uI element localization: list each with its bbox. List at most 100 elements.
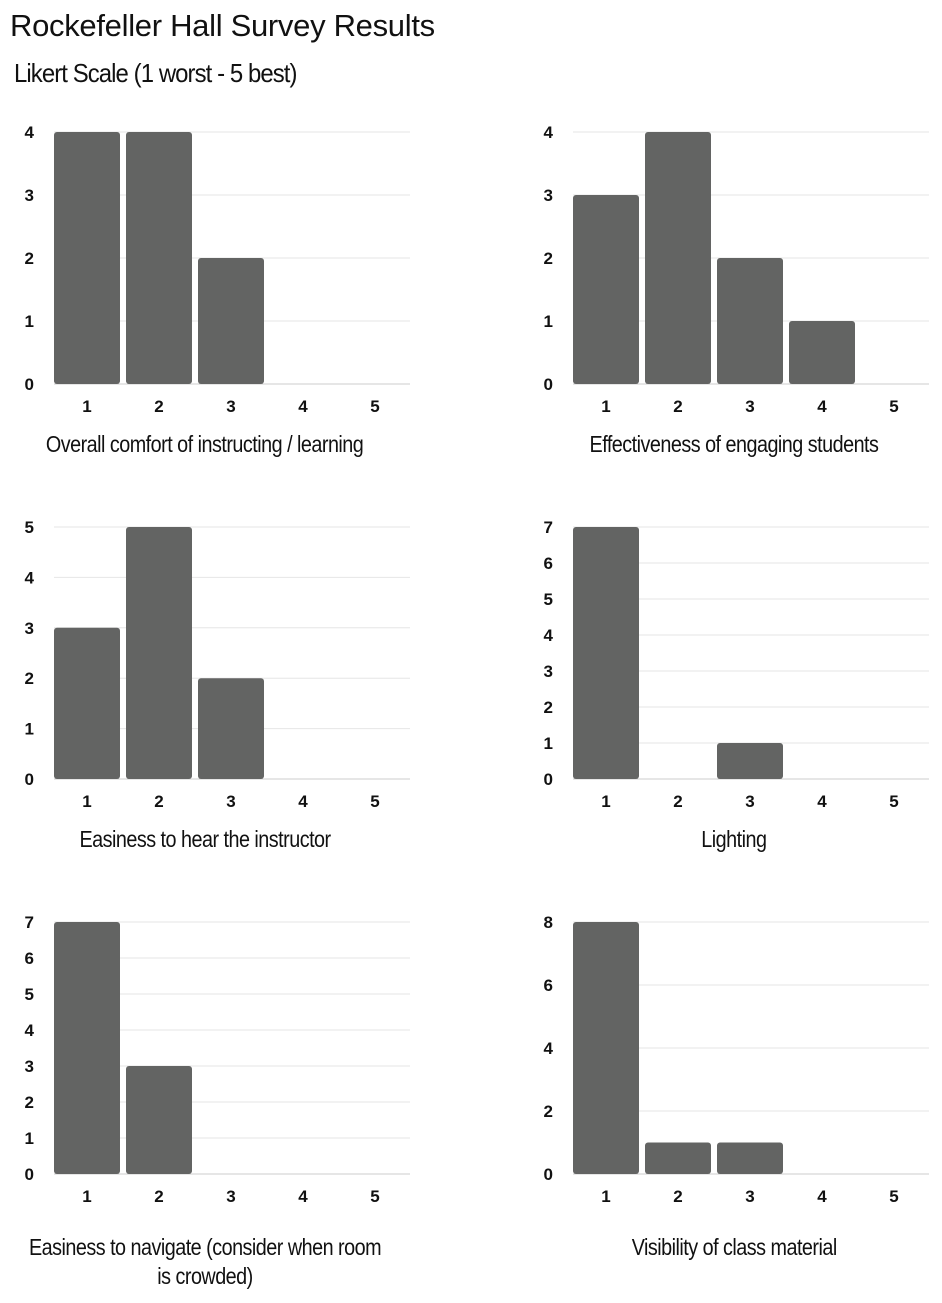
y-tick-label: 4 <box>544 1039 554 1058</box>
bar <box>54 132 120 384</box>
x-tick-label: 3 <box>226 1187 235 1206</box>
x-tick-label: 1 <box>601 792 610 811</box>
y-tick-label: 2 <box>544 698 553 717</box>
x-tick-label: 4 <box>817 397 827 416</box>
chart-title: Lighting <box>519 825 942 854</box>
bar <box>198 678 264 779</box>
y-tick-label: 6 <box>544 554 553 573</box>
bar <box>54 627 120 779</box>
y-tick-label: 3 <box>544 662 553 681</box>
y-tick-label: 0 <box>544 770 553 789</box>
x-tick-label: 2 <box>673 1187 682 1206</box>
chart-title: Visibility of class material <box>519 1233 942 1262</box>
y-tick-label: 4 <box>25 123 35 142</box>
y-tick-label: 8 <box>544 913 553 932</box>
x-tick-label: 1 <box>82 792 91 811</box>
x-tick-label: 2 <box>154 792 163 811</box>
bar <box>717 258 783 384</box>
chart-title: Easiness to hear the instructor <box>0 825 410 854</box>
x-tick-label: 5 <box>370 397 379 416</box>
x-tick-label: 1 <box>601 397 610 416</box>
page-title: Rockefeller Hall Survey Results <box>10 8 435 43</box>
bar <box>126 1066 192 1174</box>
x-tick-label: 5 <box>370 1187 379 1206</box>
y-tick-label: 1 <box>544 312 553 331</box>
x-tick-label: 2 <box>673 397 682 416</box>
y-tick-label: 4 <box>25 1021 35 1040</box>
x-tick-label: 4 <box>817 1187 827 1206</box>
chart-title-text: Overall comfort of instructing / learnin… <box>46 431 364 457</box>
x-tick-label: 5 <box>889 397 898 416</box>
x-tick-label: 5 <box>889 1187 898 1206</box>
chart-title-text: Visibility of class material <box>631 1234 837 1260</box>
bar-chart: 0 1 2 3 4 5 1 2 3 4 5 <box>25 518 410 811</box>
bar <box>54 922 120 1174</box>
y-tick-label: 0 <box>25 1165 34 1184</box>
y-tick-label: 3 <box>25 186 34 205</box>
y-tick-label: 5 <box>25 985 34 1004</box>
bar <box>645 1142 711 1174</box>
page-subtitle: Likert Scale (1 worst - 5 best) <box>14 58 297 88</box>
x-tick-label: 1 <box>82 397 91 416</box>
bar <box>573 195 639 384</box>
y-tick-label: 4 <box>544 123 554 142</box>
y-tick-label: 6 <box>25 949 34 968</box>
bar <box>645 132 711 384</box>
bar-chart: 0 1 2 3 4 1 2 3 4 5 <box>544 123 929 416</box>
y-tick-label: 3 <box>25 1057 34 1076</box>
x-tick-label: 4 <box>298 397 308 416</box>
bar <box>717 743 783 779</box>
y-tick-label: 3 <box>25 619 34 638</box>
bar <box>198 258 264 384</box>
x-tick-label: 3 <box>745 397 754 416</box>
y-tick-label: 7 <box>25 913 34 932</box>
y-tick-label: 4 <box>544 626 554 645</box>
y-tick-label: 1 <box>25 1129 34 1148</box>
chart-panel: 0 1 2 3 4 1 2 3 4 5 <box>519 118 942 513</box>
chart-panel: 0 1 2 3 4 5 1 2 3 4 5 <box>0 513 471 908</box>
x-tick-label: 3 <box>745 792 754 811</box>
chart-panel: 0 1 2 3 4 5 6 7 1 2 3 4 5 <box>0 908 471 1303</box>
chart-panel: 0 1 2 3 4 1 2 3 4 5 <box>0 118 471 513</box>
chart-title-text: Lighting <box>701 826 767 852</box>
x-tick-label: 1 <box>82 1187 91 1206</box>
bar <box>573 922 639 1174</box>
x-tick-label: 4 <box>817 792 827 811</box>
bar-chart: 0 1 2 3 4 5 6 7 1 2 3 4 5 <box>544 518 929 811</box>
y-tick-label: 0 <box>544 1165 553 1184</box>
y-tick-label: 3 <box>544 186 553 205</box>
chart-panel: 0 2 4 6 8 1 2 3 4 5 <box>519 908 942 1303</box>
x-tick-label: 5 <box>889 792 898 811</box>
bar <box>126 132 192 384</box>
y-tick-label: 2 <box>544 249 553 268</box>
x-tick-label: 5 <box>370 792 379 811</box>
bar-chart: 0 1 2 3 4 5 6 7 1 2 3 4 5 <box>25 913 410 1206</box>
bar-chart: 0 1 2 3 4 1 2 3 4 5 <box>25 123 410 416</box>
bar-chart: 0 2 4 6 8 1 2 3 4 5 <box>544 913 929 1206</box>
y-tick-label: 1 <box>544 734 553 753</box>
bar <box>789 321 855 384</box>
x-tick-label: 2 <box>154 1187 163 1206</box>
y-tick-label: 2 <box>25 249 34 268</box>
x-tick-label: 4 <box>298 1187 308 1206</box>
x-tick-label: 1 <box>601 1187 610 1206</box>
x-tick-label: 3 <box>226 397 235 416</box>
y-tick-label: 2 <box>25 1093 34 1112</box>
x-tick-label: 3 <box>226 792 235 811</box>
chart-title-text: Easiness to navigate (consider when room… <box>28 1234 382 1289</box>
chart-title-text: Easiness to hear the instructor <box>79 826 331 852</box>
chart-title-text: Effectiveness of engaging students <box>589 431 879 457</box>
y-tick-label: 0 <box>25 375 34 394</box>
y-tick-label: 2 <box>25 669 34 688</box>
x-tick-label: 2 <box>154 397 163 416</box>
bar <box>573 527 639 779</box>
x-tick-label: 3 <box>745 1187 754 1206</box>
chart-title: Overall comfort of instructing / learnin… <box>0 430 410 459</box>
chart-panel: 0 1 2 3 4 5 6 7 1 2 3 4 5 <box>519 513 942 908</box>
y-tick-label: 5 <box>544 590 553 609</box>
bar <box>126 527 192 779</box>
y-tick-label: 7 <box>544 518 553 537</box>
y-tick-label: 4 <box>25 568 35 587</box>
chart-title: Effectiveness of engaging students <box>519 430 942 459</box>
y-tick-label: 2 <box>544 1102 553 1121</box>
